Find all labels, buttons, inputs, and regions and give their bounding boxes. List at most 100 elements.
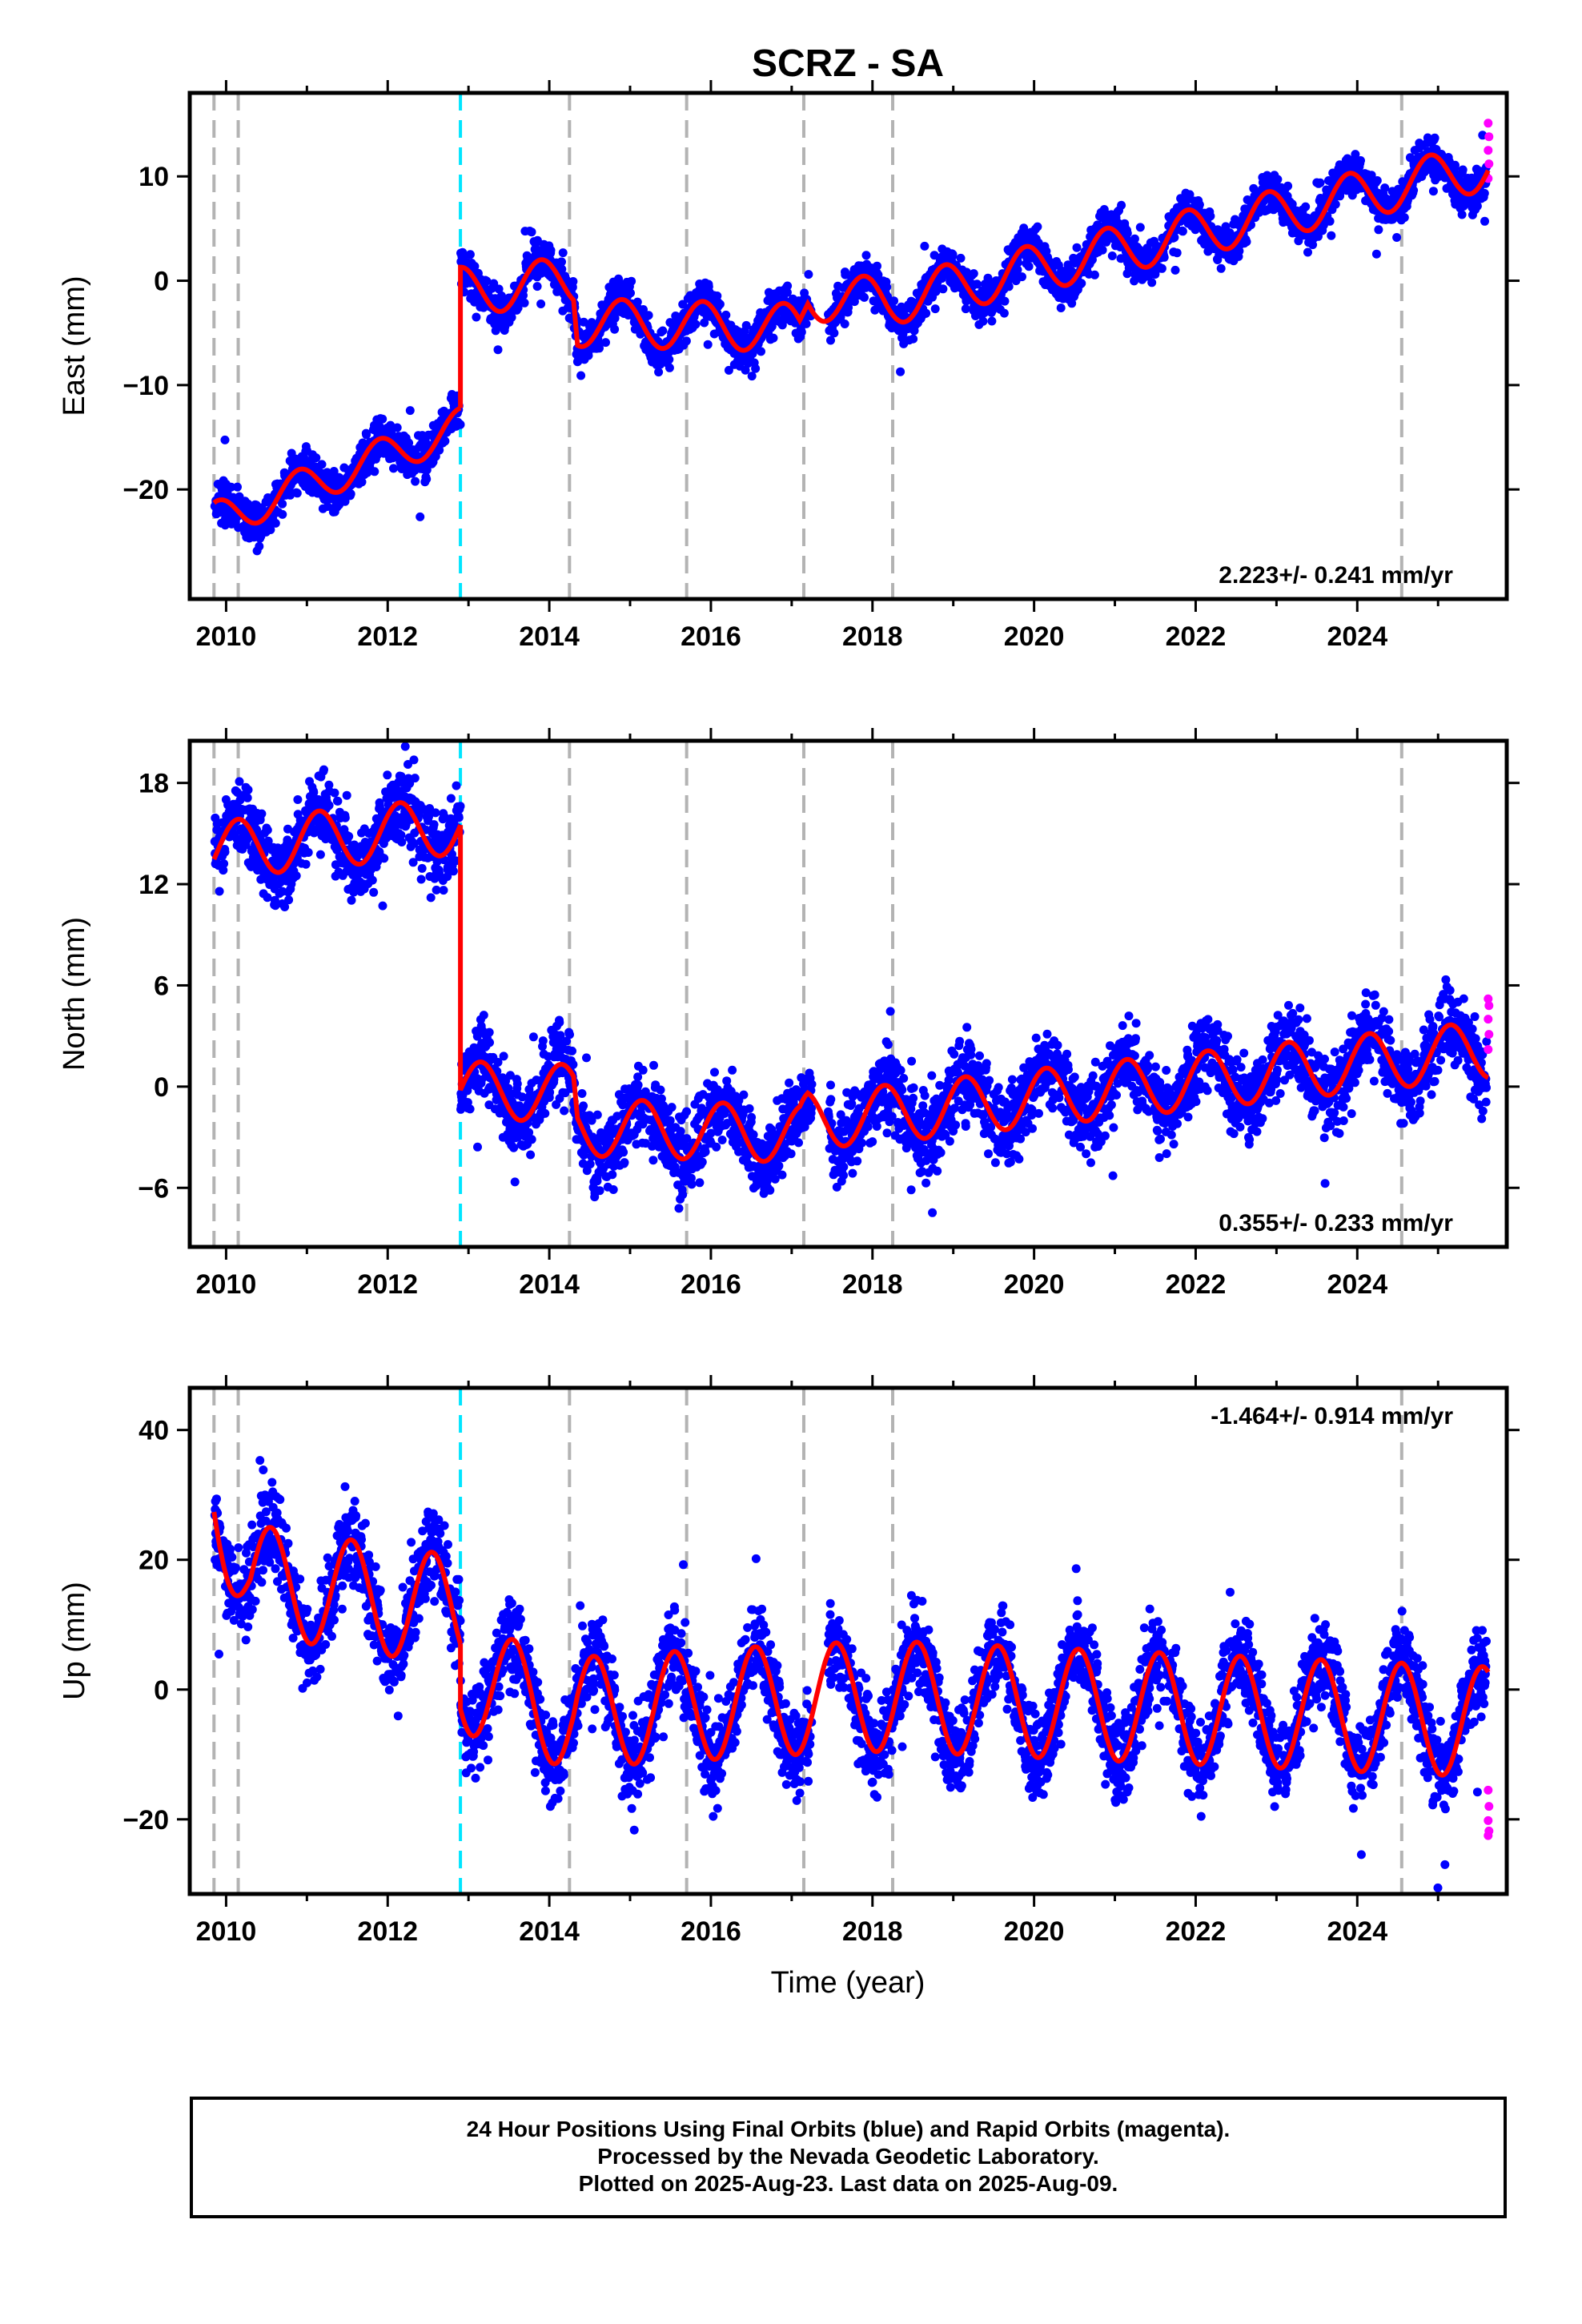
- final-orbit-point: [568, 1046, 576, 1055]
- final-orbit-point: [1206, 211, 1215, 221]
- final-orbit-point: [870, 305, 880, 315]
- final-orbit-point: [404, 438, 414, 448]
- final-orbit-point: [1283, 181, 1293, 191]
- final-orbit-point: [227, 482, 236, 492]
- panel-east: 2010 2012 2014 2016 2018 2020 2022 2024−20−1001…: [58, 80, 1520, 652]
- final-orbit-point: [293, 795, 303, 804]
- final-orbit-point: [1170, 265, 1180, 275]
- final-orbit-point: [956, 253, 966, 263]
- final-orbit-point: [1033, 222, 1042, 231]
- final-orbit-point: [1056, 304, 1066, 312]
- final-orbit-point: [484, 1027, 494, 1037]
- final-orbit-point: [595, 344, 604, 353]
- final-orbit-point: [1372, 176, 1382, 185]
- final-orbit-point: [558, 248, 568, 258]
- final-orbit-point: [654, 368, 664, 377]
- north-final-orbit-points: [210, 742, 1492, 1247]
- final-orbit-point: [948, 250, 958, 259]
- final-orbit-point: [751, 364, 761, 373]
- final-orbit-point: [479, 1011, 488, 1020]
- final-orbit-point: [804, 270, 813, 279]
- final-orbit-point: [367, 875, 377, 885]
- final-orbit-point: [266, 525, 275, 534]
- final-orbit-point: [255, 541, 264, 551]
- final-orbit-point: [1331, 199, 1340, 209]
- final-orbit-point: [783, 281, 793, 291]
- final-orbit-point: [528, 1032, 538, 1042]
- rapid-orbit-point: [1484, 119, 1493, 128]
- final-orbit-point: [1013, 265, 1022, 275]
- final-orbit-point: [595, 1186, 604, 1196]
- final-orbit-point: [601, 338, 610, 348]
- final-orbit-point: [340, 813, 350, 822]
- final-orbit-point: [1457, 210, 1467, 219]
- final-orbit-point: [931, 287, 941, 296]
- final-orbit-point: [896, 367, 905, 376]
- final-orbit-point: [557, 264, 567, 274]
- final-orbit-point: [620, 1158, 629, 1168]
- final-orbit-point: [1216, 263, 1226, 273]
- final-orbit-point: [284, 895, 294, 905]
- final-orbit-point: [565, 1030, 574, 1039]
- final-orbit-point: [278, 509, 287, 519]
- final-orbit-point: [882, 282, 892, 292]
- final-orbit-point: [681, 336, 691, 346]
- east-x-tick-label: 2022: [1166, 621, 1227, 652]
- final-orbit-point: [644, 311, 653, 320]
- final-orbit-point: [1472, 201, 1482, 211]
- final-orbit-point: [324, 801, 334, 810]
- final-orbit-point: [1480, 188, 1489, 198]
- final-orbit-point: [311, 453, 321, 463]
- final-orbit-point: [389, 464, 398, 473]
- final-orbit-point: [520, 298, 529, 308]
- final-orbit-point: [829, 328, 839, 338]
- final-orbit-point: [410, 774, 420, 783]
- final-orbit-point: [429, 820, 439, 830]
- final-orbit-point: [485, 1038, 494, 1047]
- final-orbit-point: [610, 324, 620, 334]
- final-orbit-point: [610, 313, 620, 323]
- final-orbit-point: [291, 871, 301, 881]
- final-orbit-point: [619, 1148, 628, 1157]
- final-orbit-point: [665, 355, 674, 364]
- final-orbit-point: [344, 831, 354, 841]
- final-orbit-point: [527, 1135, 536, 1144]
- rapid-orbit-point: [1484, 132, 1494, 142]
- final-orbit-point: [777, 320, 787, 330]
- final-orbit-point: [577, 1089, 587, 1098]
- final-orbit-point: [715, 300, 725, 309]
- final-orbit-point: [1087, 255, 1097, 264]
- final-orbit-point: [1430, 133, 1439, 143]
- final-orbit-point: [220, 847, 230, 857]
- final-orbit-point: [1135, 223, 1145, 232]
- final-orbit-point: [263, 893, 272, 903]
- east-x-tick-label: 2024: [1327, 621, 1387, 652]
- final-orbit-point: [703, 340, 713, 349]
- final-orbit-point: [1374, 225, 1383, 235]
- final-orbit-point: [1315, 178, 1325, 187]
- final-orbit-point: [769, 333, 778, 343]
- final-orbit-point: [540, 1108, 550, 1118]
- final-orbit-point: [568, 277, 578, 286]
- east-y-tick-label: 0: [154, 267, 169, 297]
- final-orbit-point: [1077, 279, 1086, 288]
- east-rapid-orbit-points: [1484, 119, 1494, 183]
- east-final-orbit-points: [210, 131, 1491, 556]
- east-y-axis-label: East (mm): [58, 275, 91, 416]
- final-orbit-point: [1458, 165, 1468, 175]
- final-orbit-point: [782, 287, 792, 297]
- final-orbit-point: [409, 755, 419, 765]
- final-orbit-point: [961, 304, 970, 314]
- final-orbit-point: [1172, 248, 1182, 258]
- final-orbit-point: [243, 785, 253, 794]
- final-orbit-point: [440, 436, 450, 446]
- east-y-tick-label: −10: [122, 371, 169, 401]
- final-orbit-point: [1157, 263, 1166, 273]
- final-orbit-point: [1018, 272, 1026, 282]
- final-orbit-point: [972, 279, 982, 289]
- final-orbit-point: [665, 363, 674, 372]
- final-orbit-point: [999, 308, 1009, 318]
- final-orbit-point: [1225, 228, 1235, 238]
- final-orbit-point: [983, 273, 993, 283]
- final-orbit-point: [861, 251, 871, 260]
